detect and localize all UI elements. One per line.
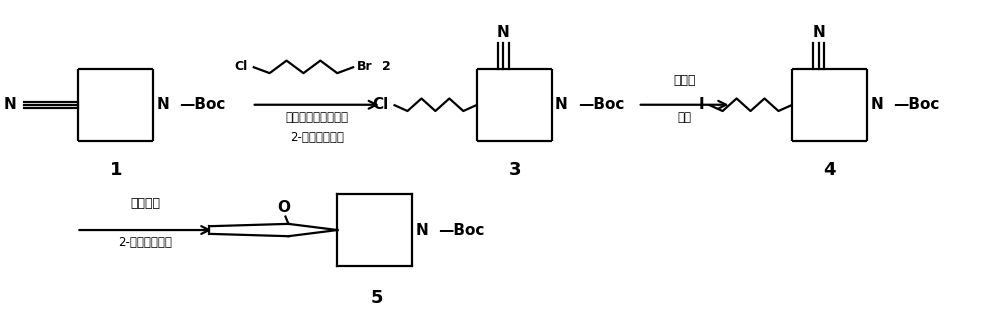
Text: O: O [277,200,290,215]
Text: —Boc: —Boc [578,97,624,112]
Text: N: N [812,25,825,40]
Text: 碘化钠: 碘化钠 [673,74,696,87]
Text: Br: Br [357,60,373,73]
Text: 2-甲基四氢呋喃: 2-甲基四氢呋喃 [118,236,172,249]
Text: 4: 4 [824,161,836,179]
Text: —Boc: —Boc [179,97,225,112]
Text: 2-甲基四氢呋喃: 2-甲基四氢呋喃 [290,131,344,144]
Text: Cl: Cl [235,60,248,73]
Text: N: N [497,25,510,40]
Text: 丙酮: 丙酮 [678,111,692,124]
Text: 3: 3 [508,161,521,179]
Text: —Boc: —Boc [438,222,484,238]
Text: 1: 1 [110,161,122,179]
Text: I: I [698,97,704,112]
Text: 正丁基锂: 正丁基锂 [130,197,160,210]
Text: —Boc: —Boc [893,97,939,112]
Text: N: N [870,97,883,112]
Text: N: N [415,222,428,238]
Text: N: N [555,97,568,112]
Text: Cl: Cl [372,97,389,112]
Text: 2: 2 [382,60,390,73]
Text: N: N [4,97,16,112]
Text: N: N [156,97,169,112]
Text: 双三甲基硅基氨基锂: 双三甲基硅基氨基锂 [285,111,348,124]
Text: 5: 5 [371,289,383,307]
